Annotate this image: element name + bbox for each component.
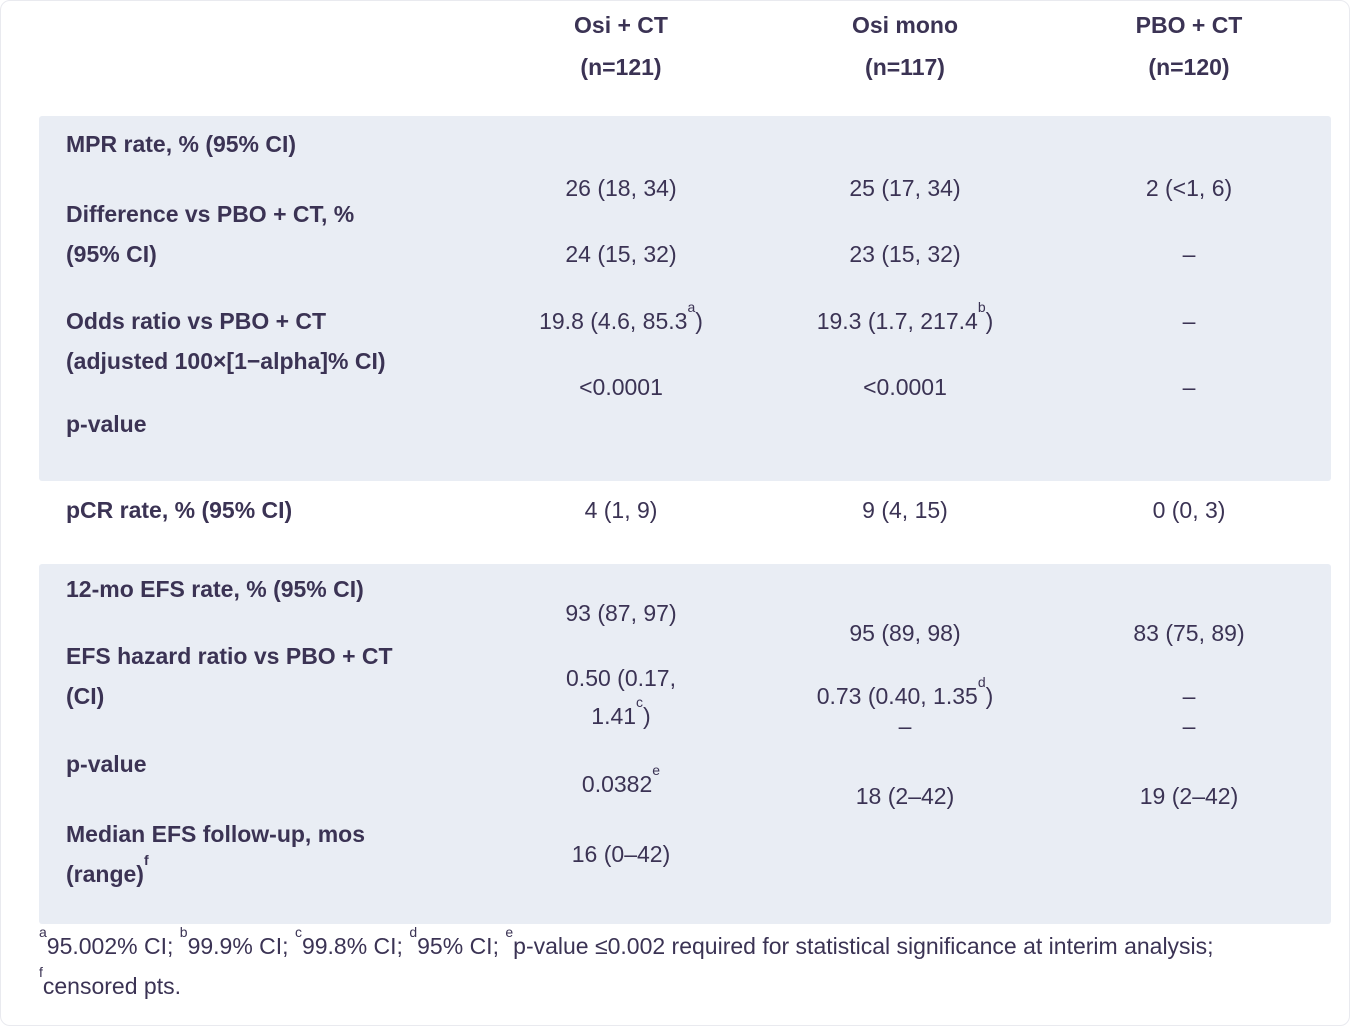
footnote-marker: d [409,924,418,941]
footnote-marker: d [977,674,986,691]
difference-osi-ct-value: 24 (15, 32) [565,241,677,267]
mpr-section: MPR rate, % (95% CI) Difference vs PBO +… [39,116,1331,481]
footnote-text: censored pts. [42,973,181,999]
efs-hazard-ratio-osi-ct-value: 0.50 (0.17, 1.41c) [479,659,763,735]
footnotes: a95.002% CI; b99.9% CI; c99.8% CI; d95% … [39,924,1279,1006]
column-header-pbo-ct: PBO + CT (n=120) [1047,10,1331,116]
pcr-row: pCR rate, % (95% CI) 4 (1, 9) 9 (4, 15) … [39,481,1331,564]
table-header: Osi + CT (n=121) Osi mono (n=117) PBO + … [39,1,1331,116]
pcr-rate-pbo-ct-value: 0 (0, 3) [1152,497,1226,523]
mpr-rate-pbo-ct-value: 2 (<1, 6) [1145,175,1233,201]
efs-p-value-pbo-ct-value: – [1182,713,1196,739]
footnote-text: 99.9% CI; [187,933,295,959]
odds-ratio-osi-mono-value: 19.3 (1.7, 217.4b) [763,300,1047,336]
footnote-marker: e [505,924,514,941]
efs-rate-pbo-ct-value: 83 (75, 89) [1133,620,1245,646]
value-text: 19.3 (1.7, 217.4 [816,308,978,334]
efs-section: 12-mo EFS rate, % (95% CI) EFS hazard ra… [39,564,1331,924]
footnote-marker: a [39,924,47,941]
footnote-marker: b [977,299,986,316]
value-text: ) [643,703,651,729]
row-label-mpr-rate: MPR rate, % (95% CI) [66,131,297,157]
odds-ratio-osi-ct-value: 19.8 (4.6, 85.3a) [479,300,763,336]
p-value-osi-ct-value: <0.0001 [579,374,663,400]
efs-section-col-osi-mono: 95 (89, 98) 0.73 (0.40, 1.35d) – 18 (2–4… [763,564,1047,924]
mpr-section-col-osi-ct: 26 (18, 34) 24 (15, 32) 19.8 (4.6, 85.3a… [479,116,763,481]
pcr-rate-osi-ct-value: 4 (1, 9) [584,497,658,523]
label-line: (adjusted 100×[1−alpha]% CI) [66,348,386,374]
efs-section-labels: 12-mo EFS rate, % (95% CI) EFS hazard ra… [39,564,479,924]
value-text: 1.41 [591,703,637,729]
median-efs-follow-up-osi-mono-value: 18 (2–42) [855,783,955,809]
label-line: (CI) [66,683,105,709]
column-name: Osi mono [851,12,959,38]
label-line: (range)f [66,852,479,894]
efs-hazard-ratio-pbo-ct-value: – [1182,683,1196,709]
column-header-osi-ct: Osi + CT (n=121) [479,10,763,116]
median-efs-follow-up-osi-ct-value: 16 (0–42) [571,841,671,867]
footnote-marker: c [294,924,302,941]
label-text: (range) [66,861,144,887]
label-line: (95% CI) [66,241,157,267]
footnote-marker: b [179,924,188,941]
footnote-marker: c [636,694,644,711]
efs-section-col-pbo-ct: 83 (75, 89) – – 19 (2–42) [1047,564,1331,924]
mpr-section-col-pbo-ct: 2 (<1, 6) – – – [1047,116,1331,481]
row-label-difference: Difference vs PBO + CT, % (95% CI) [39,194,479,274]
efs-p-value-osi-mono-value: – [898,713,912,739]
difference-osi-mono-value: 23 (15, 32) [849,241,961,267]
footnote-marker: f [143,852,149,869]
footnote-text: 95.002% CI; [46,933,180,959]
mpr-rate-osi-ct-value: 26 (18, 34) [565,175,677,201]
pcr-rate-osi-mono-value: 9 (4, 15) [862,497,948,523]
row-label-p-value: p-value [66,411,147,437]
column-header-osi-mono: Osi mono (n=117) [763,10,1047,116]
mpr-section-labels: MPR rate, % (95% CI) Difference vs PBO +… [39,116,479,481]
label-line: EFS hazard ratio vs PBO + CT [66,643,393,669]
mpr-rate-osi-mono-value: 25 (17, 34) [849,175,961,201]
median-efs-follow-up-pbo-ct-value: 19 (2–42) [1139,783,1239,809]
column-name: Osi + CT [574,12,668,38]
column-n: (n=117) [865,54,945,80]
value-text: 0.73 (0.40, 1.35 [816,683,978,709]
efs-section-col-osi-ct: 93 (87, 97) 0.50 (0.17, 1.41c) 0.0382e 1… [479,564,763,924]
label-line: Difference vs PBO + CT, % [66,201,355,227]
efs-rate-osi-ct-value: 93 (87, 97) [565,600,677,626]
value-line: 1.41c) [479,694,763,735]
value-text: ) [985,308,994,334]
header-spacer [39,10,479,116]
footnote-marker: f [39,964,43,981]
value-text: 19.8 (4.6, 85.3 [539,308,688,334]
row-label-efs-rate: 12-mo EFS rate, % (95% CI) [66,576,364,602]
efs-hazard-ratio-osi-mono-value: 0.73 (0.40, 1.35d) [763,675,1047,711]
row-label-median-efs-follow-up: Median EFS follow-up, mos (range)f [39,814,479,894]
label-line: Odds ratio vs PBO + CT [66,308,327,334]
footnote-marker: a [687,299,696,316]
column-n: (n=121) [580,54,662,80]
footnote-text: p-value ≤0.002 required for statistical … [513,933,1214,959]
footnote-text: 95% CI; [417,933,506,959]
column-name: PBO + CT [1135,12,1243,38]
row-label-pcr-rate: pCR rate, % (95% CI) [66,497,293,523]
row-label-odds-ratio: Odds ratio vs PBO + CT (adjusted 100×[1−… [39,301,479,381]
row-label-efs-hazard-ratio: EFS hazard ratio vs PBO + CT (CI) [39,636,479,716]
column-n: (n=120) [1148,54,1230,80]
p-value-pbo-ct-value: – [1182,374,1196,400]
value-text: ) [695,308,703,334]
efs-p-value-osi-ct-value: 0.0382e [479,763,763,799]
row-label-efs-p-value: p-value [66,751,147,777]
mpr-section-col-osi-mono: 25 (17, 34) 23 (15, 32) 19.3 (1.7, 217.4… [763,116,1047,481]
label-line: Median EFS follow-up, mos [66,821,365,847]
efs-rate-osi-mono-value: 95 (89, 98) [849,620,961,646]
value-line: 0.50 (0.17, [566,665,676,691]
footnote-marker: e [652,762,661,779]
value-text: 0.0382 [581,771,653,797]
odds-ratio-pbo-ct-value: – [1182,308,1196,334]
p-value-osi-mono-value: <0.0001 [863,374,947,400]
value-text: ) [985,683,994,709]
difference-pbo-ct-value: – [1182,241,1196,267]
footnote-text: 99.8% CI; [301,933,410,959]
